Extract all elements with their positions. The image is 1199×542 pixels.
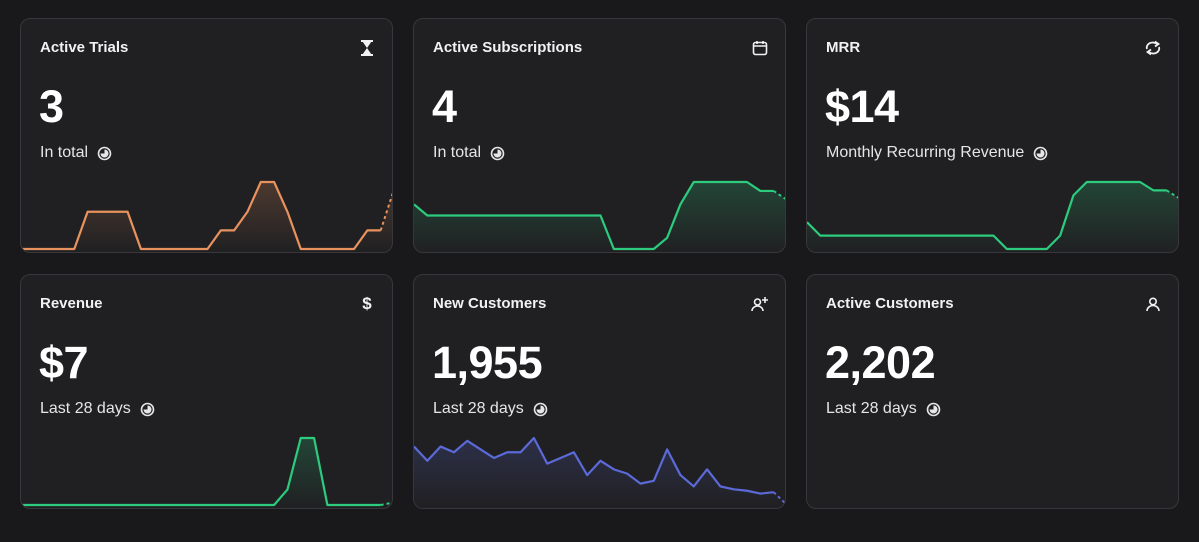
card-subtitle-row: In total (433, 144, 505, 162)
card-active-subscriptions[interactable]: Active Subscriptions 4 In total (413, 18, 786, 253)
trend-area (414, 182, 785, 252)
card-value: 3 (39, 81, 64, 132)
trend-line-projection (773, 190, 785, 200)
card-mrr[interactable]: MRR $14 Monthly Recurring Revenue (806, 18, 1179, 253)
user-plus-icon (749, 293, 771, 315)
card-active-trials[interactable]: Active Trials 3 In total (20, 18, 393, 253)
progress-info-icon[interactable] (1033, 146, 1048, 161)
card-subtitle-row: Last 28 days (826, 400, 941, 418)
trend-area (414, 438, 785, 508)
card-value: $14 (825, 81, 899, 132)
trend-line-projection (380, 501, 392, 506)
dollar-icon: $ (362, 294, 372, 313)
card-title: Active Customers (826, 295, 954, 312)
trend-line (21, 180, 381, 251)
card-title: Active Subscriptions (433, 39, 583, 56)
card-subtitle: Monthly Recurring Revenue (826, 144, 1025, 161)
trend-line (414, 436, 774, 495)
card-subtitle: Last 28 days (826, 400, 917, 417)
card-active-customers[interactable]: Active Customers 2,202 Last 28 days (806, 274, 1179, 509)
trend-area (21, 438, 392, 508)
progress-info-icon[interactable] (533, 402, 548, 417)
card-title: Revenue (40, 295, 103, 312)
trend-line-projection (1166, 189, 1178, 199)
card-subtitle: In total (40, 144, 89, 161)
card-title: Active Trials (40, 39, 129, 56)
card-new-customers[interactable]: New Customers 1,955 Last 28 days (413, 274, 786, 509)
progress-info-icon[interactable] (97, 146, 112, 161)
progress-info-icon[interactable] (926, 402, 941, 417)
trend-line-projection (379, 192, 392, 231)
card-subtitle-row: Last 28 days (433, 400, 548, 418)
card-revenue[interactable]: Revenue $ $7 Last 28 days (20, 274, 393, 509)
trend-chart (414, 436, 785, 508)
trend-line (807, 180, 1167, 251)
card-value: 1,955 (432, 337, 543, 388)
card-value: $7 (39, 337, 89, 388)
hourglass-icon (356, 37, 378, 59)
trend-chart (21, 436, 392, 508)
card-value: 2,202 (825, 337, 936, 388)
trend-chart (807, 180, 1178, 252)
card-subtitle-row: Last 28 days (40, 400, 155, 418)
card-subtitle: Last 28 days (40, 400, 131, 417)
card-title: New Customers (433, 295, 547, 312)
user-icon (1142, 293, 1164, 315)
calendar-icon (749, 37, 771, 59)
progress-info-icon[interactable] (140, 402, 155, 417)
trend-chart (21, 180, 392, 252)
card-subtitle-row: In total (40, 144, 112, 162)
refresh-icon (1142, 37, 1164, 59)
card-subtitle: In total (433, 144, 482, 161)
trend-chart (414, 180, 785, 252)
trend-area (807, 182, 1178, 252)
card-value: 4 (432, 81, 457, 132)
trend-line (414, 180, 774, 251)
card-subtitle: Last 28 days (433, 400, 524, 417)
trend-area (21, 182, 392, 252)
card-title: MRR (826, 39, 861, 56)
trend-line (21, 436, 381, 507)
progress-info-icon[interactable] (490, 146, 505, 161)
card-subtitle-row: Monthly Recurring Revenue (826, 144, 1048, 162)
